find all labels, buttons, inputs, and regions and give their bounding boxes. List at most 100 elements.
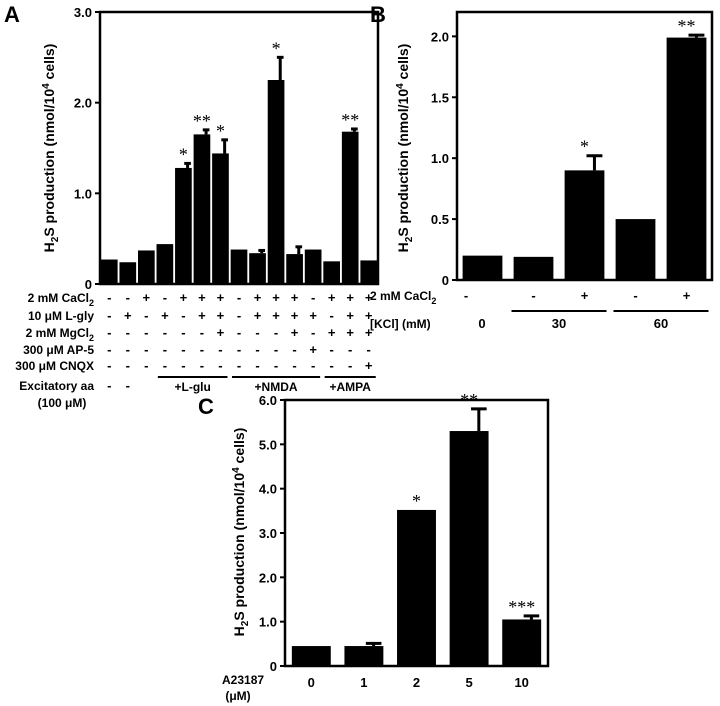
x-tick-label: 1 — [360, 675, 367, 690]
condition-symbol: - — [144, 325, 148, 340]
significance-label: ** — [460, 390, 478, 410]
condition-symbol: - — [181, 358, 185, 373]
panel-letter-b: B — [370, 2, 386, 27]
condition-symbol: - — [144, 342, 148, 357]
condition-label: 2 mM MgCl2 — [26, 326, 94, 343]
ylabel-part: 4 — [231, 467, 242, 473]
ylabel-part: 2 — [50, 236, 61, 242]
condition-symbol: - — [329, 342, 333, 357]
condition-symbol: + — [124, 308, 132, 323]
significance-label: *** — [508, 597, 535, 617]
condition-symbol: - — [163, 325, 167, 340]
bar — [344, 646, 384, 666]
condition-symbol: + — [309, 342, 317, 357]
ylabel-part: H — [395, 242, 411, 252]
y-tick-label: 0 — [270, 659, 277, 674]
condition-label: 10 μM L-gly — [28, 309, 94, 323]
condition-symbol: + — [291, 308, 299, 323]
condition-symbol: + — [198, 290, 206, 305]
y-tick-label: 4.0 — [259, 482, 277, 497]
y-tick-label: 1.0 — [74, 186, 92, 201]
condition-symbol: - — [163, 342, 167, 357]
condition-symbol: + — [365, 358, 373, 373]
ylabel-part: 2 — [404, 236, 415, 242]
condition-symbol: - — [367, 342, 371, 357]
bar — [615, 219, 656, 280]
y-tick-label: 0 — [85, 277, 92, 292]
condition-symbol: - — [200, 325, 204, 340]
condition-label-sub: 2 — [89, 333, 94, 343]
condition-symbol: - — [255, 342, 259, 357]
condition-symbol: - — [348, 342, 352, 357]
condition-symbol: + — [346, 308, 354, 323]
x-axis-label: A23187 — [222, 673, 264, 687]
group-label: +NMDA — [255, 380, 298, 394]
condition-symbol: - — [200, 358, 204, 373]
y-axis-label: H2S production (nmol/104 cells) — [231, 428, 251, 637]
condition-symbol: - — [218, 342, 222, 357]
panel-c-chart: 01.02.03.04.05.06.0******H2S production … — [222, 390, 550, 703]
bar — [397, 509, 436, 666]
y-tick-label: 2.0 — [259, 570, 277, 585]
bar — [286, 254, 303, 284]
excitatory-label: Excitatory aa — [19, 379, 94, 393]
ylabel-part: S production (nmol/10 — [41, 89, 57, 237]
y-tick-label: 3.0 — [74, 5, 92, 20]
bar — [564, 170, 605, 280]
condition-symbol: - — [329, 358, 333, 373]
condition-symbol: + — [198, 308, 206, 323]
condition-symbol: + — [365, 290, 373, 305]
bar — [137, 250, 155, 284]
significance-label: * — [580, 137, 589, 157]
condition-symbol: - — [181, 308, 185, 323]
bar — [360, 260, 378, 284]
bar — [502, 619, 542, 666]
bar — [193, 134, 211, 284]
ylabel-part: cells) — [41, 44, 57, 84]
y-tick-label: 6.0 — [259, 393, 277, 408]
cacl-symbol: - — [464, 288, 468, 303]
significance-label: * — [412, 491, 421, 511]
condition-label-sub: 2 — [89, 298, 94, 308]
group-label: +L-glu — [175, 380, 211, 394]
significance-label: * — [272, 38, 281, 58]
ylabel-part: 2 — [240, 620, 251, 626]
ylabel-part: 4 — [395, 83, 406, 89]
condition-symbol: - — [181, 325, 185, 340]
condition-symbol: - — [237, 358, 241, 373]
condition-symbol: - — [144, 308, 148, 323]
kcl-group-label: 30 — [552, 316, 566, 331]
significance-label: * — [179, 144, 188, 164]
condition-symbol: - — [255, 325, 259, 340]
bar — [249, 253, 266, 284]
cacl-label-sub: 2 — [431, 296, 436, 306]
bar — [513, 256, 554, 280]
condition-symbol: - — [126, 290, 130, 305]
bar — [666, 37, 707, 280]
condition-symbol: - — [274, 358, 278, 373]
cacl-symbol: - — [531, 288, 535, 303]
x-tick-label: 2 — [413, 675, 420, 690]
condition-symbol: - — [107, 308, 111, 323]
y-tick-label: 5.0 — [259, 437, 277, 452]
ylabel-part: H — [231, 626, 247, 636]
ylabel-part: S production (nmol/10 — [231, 473, 247, 621]
condition-symbol: - — [237, 325, 241, 340]
y-tick-label: 0 — [442, 273, 449, 288]
bar — [341, 131, 359, 284]
x-tick-label: 5 — [465, 675, 472, 690]
condition-symbol: - — [107, 325, 111, 340]
condition-symbol: + — [328, 325, 336, 340]
y-tick-label: 3.0 — [259, 526, 277, 541]
condition-symbol: + — [365, 325, 373, 340]
condition-symbol: + — [309, 308, 317, 323]
y-tick-label: 1.0 — [259, 615, 277, 630]
cacl-symbol: - — [633, 288, 637, 303]
condition-symbol: - — [181, 342, 185, 357]
condition-label: 300 μM AP-5 — [23, 343, 94, 357]
plot-frame — [98, 10, 380, 286]
x-tick-label: 0 — [308, 675, 315, 690]
condition-symbol: - — [311, 358, 315, 373]
panel-letter-c: C — [198, 394, 214, 419]
bar — [323, 261, 341, 284]
